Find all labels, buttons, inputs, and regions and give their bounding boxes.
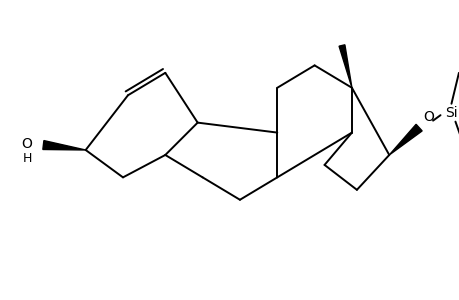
Text: Si: Si [444, 106, 457, 120]
Polygon shape [43, 141, 85, 150]
Polygon shape [388, 124, 421, 155]
Polygon shape [338, 45, 351, 88]
Text: O: O [422, 110, 433, 124]
Text: H: H [23, 152, 32, 166]
Text: O: O [22, 137, 32, 151]
